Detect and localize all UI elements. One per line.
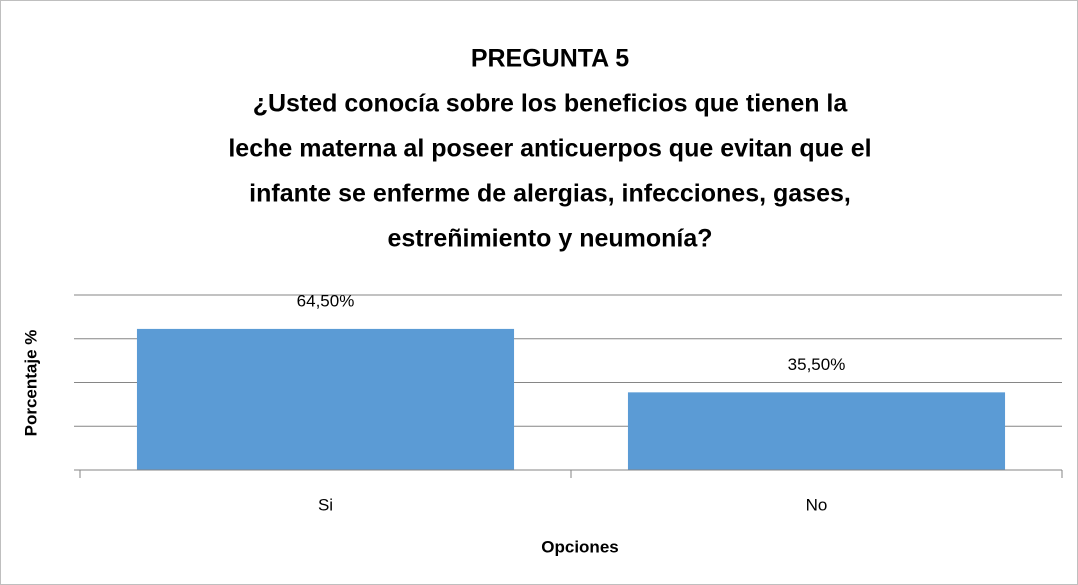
data-label: 64,50% bbox=[297, 291, 355, 310]
chart-subtitle: estreñimiento y neumonía? bbox=[387, 225, 712, 253]
chart-subtitle: ¿Usted conocía sobre los beneficios que … bbox=[253, 90, 849, 118]
bar bbox=[136, 328, 515, 470]
x-tick-label: No bbox=[806, 495, 828, 514]
bar bbox=[627, 392, 1006, 470]
data-label: 35,50% bbox=[788, 355, 846, 374]
x-axis-label: Opciones bbox=[541, 537, 618, 556]
x-tick-label: Si bbox=[318, 495, 333, 514]
y-axis-label: Porcentaje % bbox=[21, 330, 40, 437]
chart-subtitle: infante se enferme de alergias, infeccio… bbox=[249, 180, 851, 208]
chart-subtitle: leche materna al poseer anticuerpos que … bbox=[228, 135, 871, 163]
chart-title: PREGUNTA 5 bbox=[471, 45, 629, 73]
